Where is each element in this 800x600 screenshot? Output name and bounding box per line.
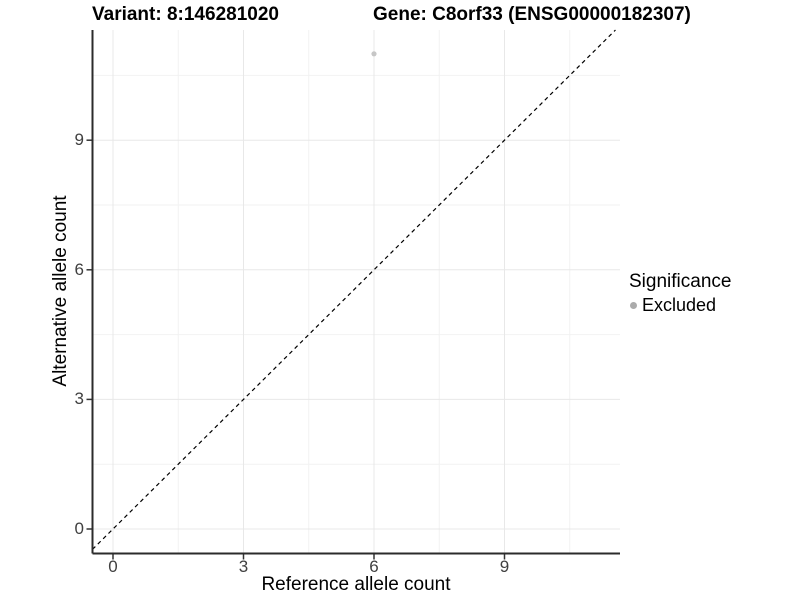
y-tick-label: 9 [74,130,84,150]
gene-title: Gene: C8orf33 (ENSG00000182307) [373,4,691,25]
variant-title: Variant: 8:146281020 [92,4,279,25]
legend-item-excluded: Excluded [629,294,731,316]
x-tick-label: 3 [238,557,249,576]
y-tick-label: 3 [74,389,84,409]
x-tick-label: 6 [369,557,379,576]
excluded-key-dot-icon [630,301,637,309]
y-tick-label: 0 [74,519,84,538]
x-tick-label: 0 [108,557,118,576]
x-axis-title: Reference allele count [261,574,451,595]
legend: Significance Excluded [629,271,731,316]
legend-item-label: Excluded [642,295,717,315]
legend-title: Significance [629,271,732,292]
identity-line [92,29,616,550]
data-point [371,51,377,57]
y-axis-title: Alternative allele count [50,195,71,387]
y-tick-label: 6 [74,259,84,279]
x-tick-label: 9 [499,557,510,576]
